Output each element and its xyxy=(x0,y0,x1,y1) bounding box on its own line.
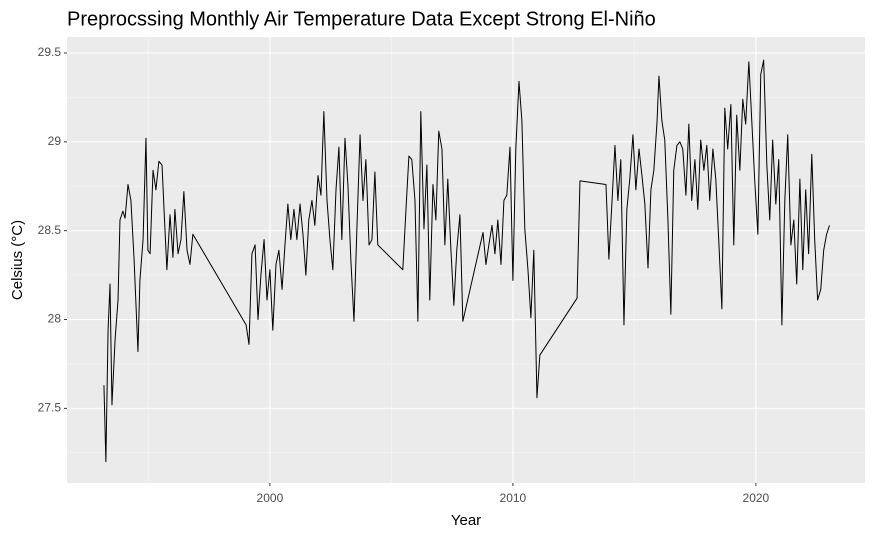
x-axis-title: Year xyxy=(451,512,481,529)
chart-title: Preprocssing Monthly Air Temperature Dat… xyxy=(67,8,656,30)
y-tick-label: 28 xyxy=(48,312,62,326)
y-tick-label: 27.5 xyxy=(38,401,62,415)
x-tick-label: 2020 xyxy=(743,491,770,505)
x-tick-label: 2000 xyxy=(257,491,284,505)
y-tick-label: 28.5 xyxy=(38,223,62,237)
x-tick-label: 2010 xyxy=(500,491,527,505)
panel xyxy=(67,37,865,483)
line xyxy=(103,59,830,463)
y-axis-title: Celsius (°C) xyxy=(9,220,26,300)
y-tick-label: 29.5 xyxy=(38,45,62,59)
y-tick-label: 29 xyxy=(48,134,62,148)
